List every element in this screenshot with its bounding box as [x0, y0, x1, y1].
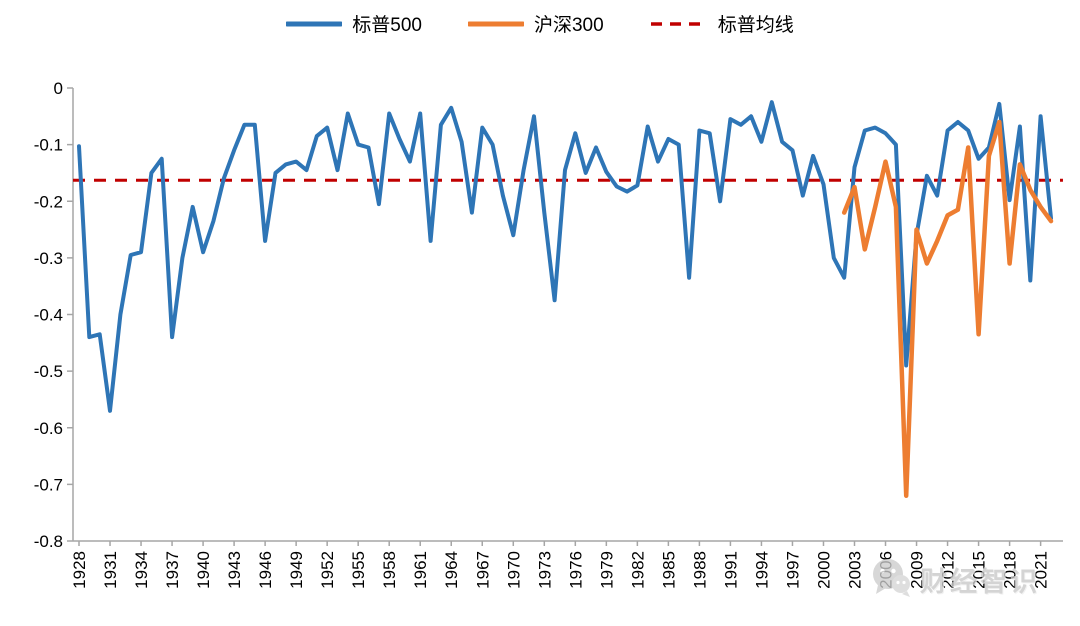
x-tick-label: 1994 — [752, 551, 771, 589]
y-tick-label: 0 — [54, 79, 63, 98]
x-tick-label: 1964 — [442, 551, 461, 589]
x-tick-label: 1952 — [318, 551, 337, 589]
x-tick-label: 1982 — [628, 551, 647, 589]
x-tick-label: 1976 — [566, 551, 585, 589]
x-tick-label: 1961 — [411, 551, 430, 589]
x-tick-label: 1937 — [163, 551, 182, 589]
x-tick-label: 2003 — [846, 551, 865, 589]
legend-item-sp-mean: 标普均线 — [650, 10, 794, 37]
chart-legend: 标普500 沪深300 标普均线 — [0, 10, 1080, 37]
x-tick-label: 2018 — [1001, 551, 1020, 589]
csi300-line-swatch-icon — [466, 21, 526, 27]
y-tick-label: -0.4 — [34, 306, 63, 325]
x-tick-label: 1943 — [225, 551, 244, 589]
legend-label-sp500: 标普500 — [352, 15, 422, 36]
x-tick-label: 2012 — [939, 551, 958, 589]
csi300-series-line — [841, 119, 1054, 498]
x-tick-label: 1940 — [194, 551, 213, 589]
sp500-line-swatch-icon — [284, 21, 344, 27]
y-tick-label: -0.2 — [34, 192, 63, 211]
y-tick-label: -0.5 — [34, 362, 63, 381]
y-tick-label: -0.1 — [34, 136, 63, 155]
x-tick-label: 1931 — [101, 551, 120, 589]
x-tick-label: 1928 — [70, 551, 89, 589]
x-tick-label: 1967 — [473, 551, 492, 589]
x-tick-label: 1997 — [783, 551, 802, 589]
y-tick-label: -0.3 — [34, 249, 63, 268]
x-tick-label: 1979 — [597, 551, 616, 589]
legend-label-csi300: 沪深300 — [533, 15, 604, 36]
x-tick-label: 2009 — [908, 551, 927, 589]
x-tick-label: 1958 — [380, 551, 399, 589]
x-tick-label: 1991 — [721, 551, 740, 589]
x-tick-label: 2006 — [877, 551, 896, 589]
x-tick-label: 1973 — [535, 551, 554, 589]
legend-item-sp500: 标普500 — [284, 10, 422, 37]
x-tick-label: 2015 — [970, 551, 989, 589]
x-tick-label: 1955 — [349, 551, 368, 589]
legend-item-csi300: 沪深300 — [466, 10, 604, 37]
y-tick-label: -0.8 — [34, 532, 63, 551]
x-tick-label: 1970 — [504, 551, 523, 589]
legend-label-sp-mean: 标普均线 — [717, 15, 794, 36]
sp500-series-line — [77, 100, 1053, 413]
x-tick-label: 1934 — [132, 551, 151, 589]
x-tick-label: 1985 — [659, 551, 678, 589]
y-tick-label: -0.6 — [34, 419, 63, 438]
x-tick-label: 2021 — [1032, 551, 1051, 589]
x-tick-label: 1946 — [256, 551, 275, 589]
x-tick-label: 1988 — [690, 551, 709, 589]
x-tick-label: 1949 — [287, 551, 306, 589]
sp-mean-dashed-swatch-icon — [650, 21, 708, 27]
x-tick-label: 2000 — [814, 551, 833, 589]
y-tick-label: -0.7 — [34, 475, 63, 494]
